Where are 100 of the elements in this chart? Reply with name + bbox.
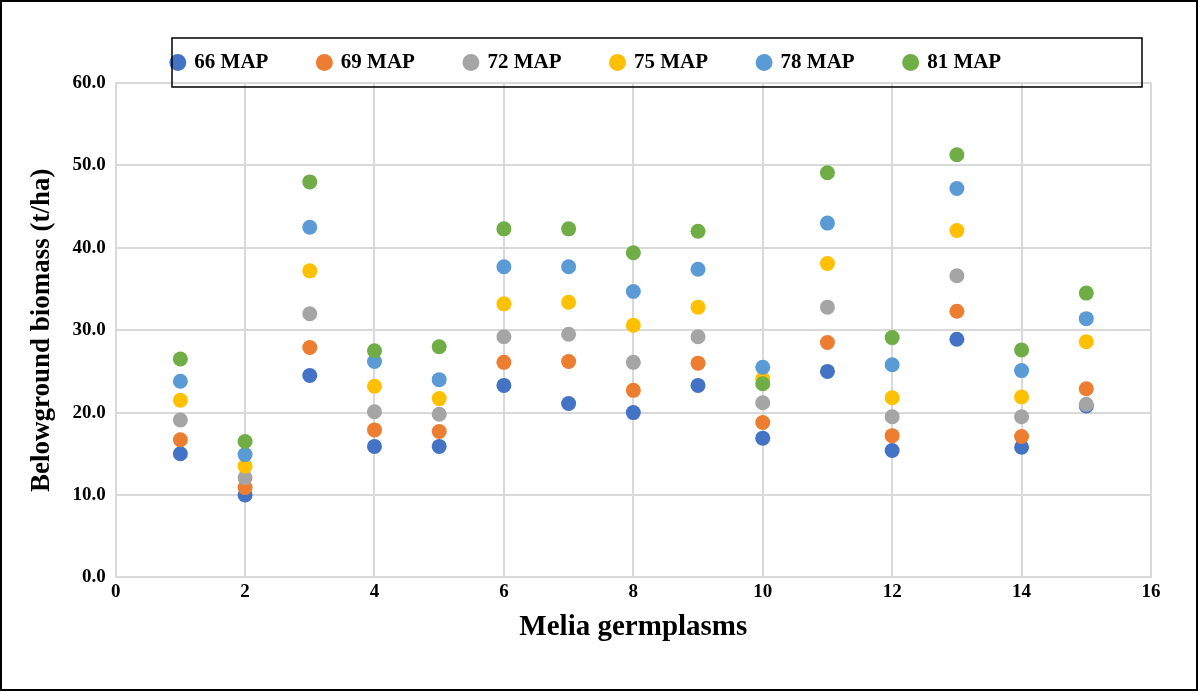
- point: [1078, 285, 1094, 301]
- point: [302, 263, 318, 279]
- y-tick-label: 30.0: [72, 318, 106, 340]
- legend-label: 81 MAP: [927, 48, 1002, 73]
- point: [884, 443, 900, 458]
- point: [690, 355, 706, 371]
- point: [561, 354, 577, 370]
- point: [431, 424, 447, 440]
- y-tick-label: 0.0: [81, 565, 106, 587]
- point: [1014, 409, 1030, 425]
- point: [431, 438, 447, 454]
- point: [302, 174, 318, 190]
- point: [625, 283, 641, 299]
- point: [949, 303, 965, 319]
- point: [1014, 342, 1030, 358]
- point: [561, 294, 577, 310]
- point: [561, 396, 577, 412]
- y-tick-label: 40.0: [72, 235, 106, 257]
- legend-label: 75 MAP: [634, 48, 709, 73]
- point: [949, 331, 965, 347]
- point: [625, 245, 641, 261]
- point: [1014, 363, 1030, 379]
- point: [884, 409, 900, 425]
- point: [1078, 311, 1094, 327]
- point: [819, 335, 835, 351]
- point: [366, 422, 382, 438]
- legend-label: 78 MAP: [780, 48, 855, 73]
- point: [237, 433, 253, 449]
- x-tick-label: 12: [882, 579, 902, 601]
- point: [949, 223, 965, 238]
- point: [884, 357, 900, 373]
- y-axis-title: Belowground biomass (t/ha): [25, 168, 56, 492]
- point: [172, 373, 188, 389]
- point: [1078, 334, 1094, 350]
- point: [366, 378, 382, 394]
- point: [302, 219, 318, 235]
- y-tick-label: 50.0: [72, 153, 106, 175]
- point: [755, 414, 771, 430]
- point: [237, 447, 253, 463]
- point: [625, 382, 641, 398]
- point: [690, 329, 706, 345]
- point: [1014, 429, 1030, 444]
- point: [561, 326, 577, 342]
- point: [755, 430, 771, 446]
- point: [366, 438, 382, 454]
- point: [755, 359, 771, 375]
- x-tick-label: 8: [628, 579, 639, 601]
- point: [949, 180, 965, 196]
- point: [172, 351, 188, 367]
- point: [690, 377, 706, 393]
- point: [819, 363, 835, 379]
- point: [172, 432, 188, 448]
- point: [496, 354, 512, 370]
- point: [819, 299, 835, 315]
- x-tick-label: 2: [240, 579, 250, 601]
- y-tick-label: 20.0: [72, 400, 106, 422]
- legend-label: 69 MAP: [340, 48, 416, 73]
- point: [172, 446, 188, 462]
- point: [302, 306, 318, 322]
- y-tick-label: 10.0: [72, 482, 106, 504]
- point: [884, 330, 900, 346]
- point: [690, 223, 706, 239]
- point: [755, 395, 771, 411]
- point: [625, 354, 641, 370]
- point: [884, 390, 900, 406]
- point: [819, 255, 835, 271]
- point: [172, 392, 188, 408]
- point: [625, 317, 641, 333]
- point: [625, 405, 641, 421]
- x-tick-label: 16: [1141, 579, 1161, 601]
- point: [496, 329, 512, 345]
- point: [496, 296, 512, 312]
- point: [302, 340, 318, 355]
- point: [366, 404, 382, 420]
- point: [431, 372, 447, 388]
- x-axis-title: Melia germplasms: [519, 609, 748, 642]
- point: [690, 261, 706, 277]
- legend-label: 66 MAP: [194, 48, 269, 73]
- point: [949, 147, 965, 163]
- point: [366, 343, 382, 359]
- point: [496, 259, 512, 275]
- x-tick-label: 6: [499, 579, 509, 601]
- point: [561, 221, 577, 237]
- y-tick-label: 60.0: [72, 70, 106, 92]
- point: [561, 259, 577, 275]
- point: [172, 412, 188, 428]
- point: [819, 165, 835, 181]
- point: [949, 268, 965, 284]
- point: [755, 376, 771, 392]
- point: [496, 221, 512, 237]
- point: [1078, 381, 1094, 397]
- point: [819, 215, 835, 231]
- point: [431, 391, 447, 407]
- x-tick-label: 10: [753, 579, 773, 601]
- point: [431, 339, 447, 355]
- x-tick-label: 0: [110, 579, 121, 601]
- x-tick-label: 14: [1012, 579, 1032, 601]
- point: [690, 299, 706, 315]
- point: [1014, 389, 1030, 405]
- point: [496, 377, 512, 393]
